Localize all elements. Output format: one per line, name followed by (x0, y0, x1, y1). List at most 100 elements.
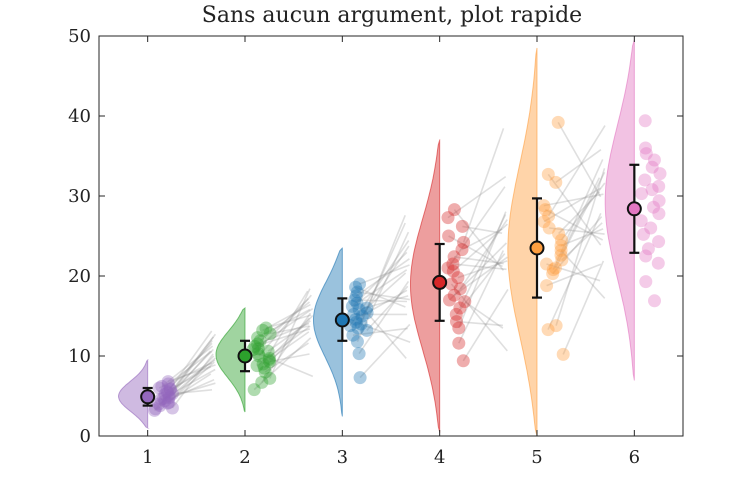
data-point-3-12 (345, 299, 359, 313)
data-point-6-12 (652, 194, 666, 208)
data-point-6-17 (645, 160, 659, 174)
data-point-2-18 (256, 323, 270, 337)
data-point-1-20 (157, 391, 171, 405)
data-point-4-22 (441, 261, 455, 275)
paired-line-5-20 (547, 173, 602, 246)
paired-line-1-5 (168, 355, 215, 403)
data-point-4-14 (447, 250, 461, 264)
x-tick-label-1: 1 (142, 447, 153, 468)
mean-marker-2 (237, 348, 253, 364)
data-point-3-8 (349, 312, 363, 326)
paired-line-4-22 (447, 186, 506, 269)
data-point-3-22 (351, 321, 365, 335)
data-point-1-13 (163, 383, 177, 397)
data-point-5-7 (540, 257, 553, 271)
data-point-5-16 (542, 209, 556, 223)
paired-line-3-4 (352, 327, 408, 336)
paired-line-5-15 (543, 187, 601, 223)
data-point-5-10 (554, 243, 568, 257)
data-point-4-1 (456, 354, 470, 368)
data-point-6-13 (635, 187, 649, 201)
data-point-4-20 (447, 203, 461, 217)
data-point-3-3 (350, 335, 364, 349)
paired-line-5-11 (560, 228, 604, 247)
data-point-4-2 (452, 336, 466, 350)
paired-line-3-12 (351, 251, 408, 307)
paired-line-1-13 (170, 366, 212, 391)
paired-line-5-6 (554, 171, 606, 269)
paired-line-5-21 (557, 122, 602, 198)
paired-line-4-20 (453, 209, 505, 271)
x-tick-label-5: 5 (531, 447, 542, 468)
data-point-2-7 (263, 355, 277, 369)
data-point-5-1 (556, 347, 570, 361)
data-point-1-6 (158, 394, 172, 408)
chart-title: Sans aucun argument, plot rapide (202, 3, 582, 28)
data-point-5-17 (538, 203, 552, 217)
data-point-1-2 (165, 401, 179, 415)
data-point-6-22 (645, 183, 659, 197)
mean-marker-4 (432, 274, 448, 290)
paired-line-4-2 (458, 250, 505, 344)
paired-line-5-22 (552, 159, 604, 270)
axes-layer (98, 35, 684, 437)
data-point-6-4 (639, 249, 653, 263)
paired-line-3-6 (349, 240, 410, 327)
data-point-6-11 (647, 200, 660, 214)
data-point-4-17 (442, 229, 456, 243)
data-point-3-1 (353, 371, 367, 385)
paired-line-1-2 (171, 353, 214, 409)
paired-line-3-11 (358, 295, 409, 311)
data-point-2-14 (251, 337, 265, 351)
data-point-1-10 (158, 387, 172, 401)
paired-line-1-17 (167, 364, 216, 383)
data-point-3-18 (353, 277, 366, 291)
data-point-4-12 (446, 264, 460, 278)
data-point-4-7 (458, 295, 472, 309)
mean-marker-1 (140, 389, 156, 405)
paired-line-5-10 (560, 249, 606, 299)
data-point-1-16 (161, 377, 175, 391)
data-point-5-13 (552, 227, 566, 241)
paired-line-4-11 (457, 260, 508, 279)
paired-line-5-1 (562, 260, 605, 355)
data-point-4-13 (446, 257, 460, 271)
y-tick-label-20: 20 (68, 266, 91, 287)
data-point-1-12 (160, 384, 174, 398)
paired-line-2-15 (259, 301, 310, 342)
paired-line-3-7 (356, 321, 411, 343)
data-point-4-4 (450, 315, 463, 329)
data-point-4-9 (453, 282, 467, 296)
data-point-5-21 (551, 115, 565, 129)
y-tick-label-0: 0 (80, 426, 91, 447)
violin-layer (117, 39, 635, 437)
data-point-5-15 (537, 215, 551, 229)
data-point-3-13 (350, 296, 364, 310)
x-tick-label-6: 6 (629, 447, 640, 468)
data-point-3-10 (360, 306, 374, 320)
paired-line-4-8 (453, 256, 508, 296)
paired-line-3-13 (356, 269, 408, 304)
violin-4 (410, 139, 441, 433)
paired-line-5-17 (544, 208, 604, 241)
data-point-5-11 (554, 239, 568, 253)
y-tick-label-10: 10 (68, 346, 91, 367)
data-point-5-6 (548, 261, 562, 275)
paired-line-2-7 (269, 353, 310, 363)
x-tick-label-3: 3 (337, 447, 348, 468)
paired-line-2-21 (252, 307, 314, 351)
y-tick-label-30: 30 (68, 186, 91, 207)
paired-line-2-18 (262, 303, 311, 332)
paired-line-3-22 (357, 222, 406, 329)
data-point-6-6 (652, 235, 666, 249)
data-point-1-17 (161, 375, 175, 389)
paired-line-3-17 (355, 286, 406, 308)
data-point-6-19 (639, 147, 653, 161)
paired-line-3-3 (356, 231, 410, 342)
paired-line-4-12 (452, 223, 508, 272)
paired-line-1-8 (168, 357, 216, 399)
data-point-6-15 (638, 173, 652, 187)
paired-line-1-21 (171, 350, 211, 395)
paired-line-1-22 (169, 330, 213, 390)
paired-line-1-10 (164, 389, 213, 396)
